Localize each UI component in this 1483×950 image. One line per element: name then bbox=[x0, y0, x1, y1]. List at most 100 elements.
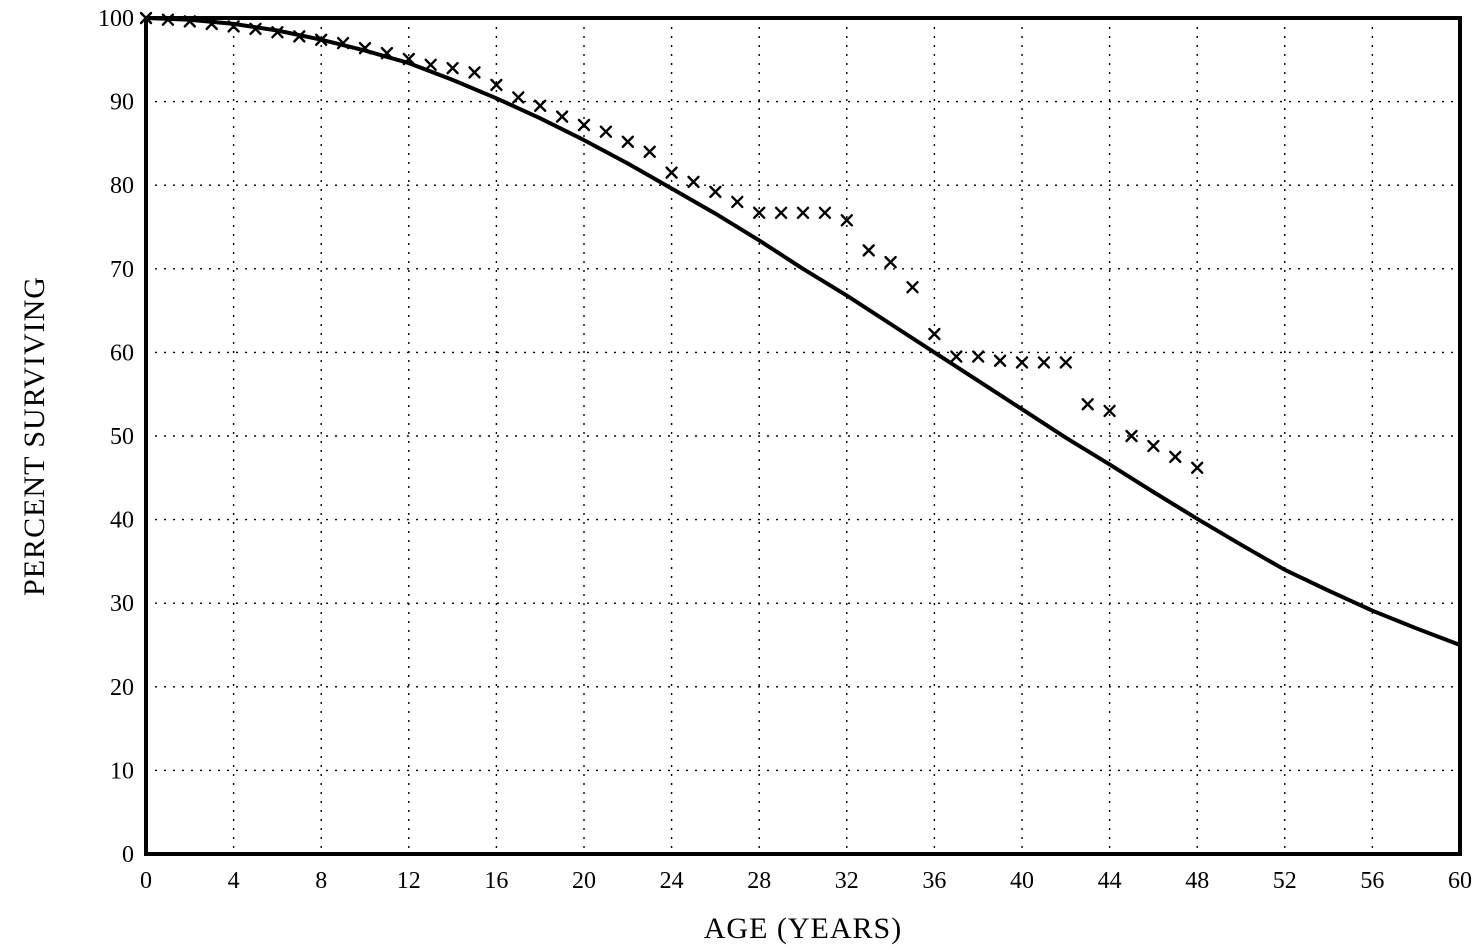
marker-stroke bbox=[1125, 429, 1138, 443]
data-point-x-marker bbox=[577, 118, 591, 132]
data-point-x-marker bbox=[862, 244, 875, 257]
marker-stroke bbox=[249, 22, 262, 36]
data-point-x-marker bbox=[643, 145, 656, 158]
marker-stroke bbox=[402, 52, 415, 66]
y-tick-label: 30 bbox=[110, 591, 134, 617]
data-point-x-marker bbox=[205, 17, 218, 31]
x-tick-label: 12 bbox=[397, 868, 421, 894]
marker-stroke bbox=[336, 36, 350, 50]
marker-stroke bbox=[774, 206, 788, 219]
marker-stroke bbox=[424, 58, 437, 72]
data-point-x-marker bbox=[139, 11, 153, 25]
data-point-x-marker bbox=[928, 327, 941, 341]
marker-stroke bbox=[271, 26, 284, 39]
data-point-x-marker bbox=[665, 166, 678, 179]
marker-stroke bbox=[139, 11, 153, 25]
data-point-x-marker bbox=[1081, 398, 1094, 411]
data-point-x-marker bbox=[1190, 461, 1204, 474]
marker-stroke bbox=[884, 255, 897, 269]
marker-stroke bbox=[380, 46, 394, 60]
x-tick-label: 28 bbox=[747, 868, 771, 894]
y-tick-label: 40 bbox=[110, 508, 134, 534]
data-point-x-marker bbox=[950, 350, 963, 363]
marker-stroke bbox=[468, 66, 481, 79]
marker-stroke bbox=[555, 110, 569, 123]
marker-stroke bbox=[906, 280, 919, 294]
data-point-x-marker bbox=[906, 280, 919, 294]
x-tick-label: 36 bbox=[922, 868, 946, 894]
fitted-survival-curve bbox=[144, 16, 1462, 647]
y-tick-label: 70 bbox=[110, 257, 134, 283]
y-tick-label: 50 bbox=[110, 424, 134, 450]
marker-stroke bbox=[205, 17, 218, 31]
data-point-x-marker bbox=[1059, 356, 1073, 369]
marker-stroke bbox=[512, 91, 525, 104]
data-point-x-marker bbox=[271, 26, 284, 39]
marker-stroke bbox=[687, 175, 700, 189]
observed-markers-layer bbox=[139, 11, 1204, 474]
data-point-x-marker bbox=[687, 175, 700, 189]
x-tick-label: 56 bbox=[1360, 868, 1384, 894]
marker-stroke bbox=[358, 41, 372, 55]
data-point-x-marker bbox=[161, 13, 175, 26]
x-tick-label: 8 bbox=[315, 868, 327, 894]
data-point-x-marker bbox=[555, 110, 569, 123]
y-tick-label: 0 bbox=[122, 842, 134, 868]
marker-stroke bbox=[1147, 439, 1160, 453]
data-point-x-marker bbox=[315, 33, 328, 46]
x-tick-labels: 0 4 8 12 16 20 24 28 32 36 40 44 48 52 56 60 bbox=[140, 868, 1472, 894]
data-point-x-marker bbox=[972, 350, 985, 363]
marker-stroke bbox=[972, 350, 985, 363]
data-point-x-marker bbox=[993, 354, 1007, 367]
data-point-x-marker bbox=[1125, 429, 1138, 443]
fit-curve-layer bbox=[144, 16, 1462, 647]
data-point-x-marker bbox=[1147, 439, 1160, 453]
data-point-x-marker bbox=[884, 255, 897, 269]
marker-stroke bbox=[643, 145, 656, 158]
data-point-x-marker bbox=[1169, 450, 1182, 464]
data-point-x-marker bbox=[621, 135, 634, 148]
data-point-x-marker bbox=[293, 30, 306, 43]
marker-stroke bbox=[709, 185, 722, 199]
marker-stroke bbox=[928, 327, 941, 341]
data-point-x-marker bbox=[1037, 356, 1051, 369]
data-point-x-marker bbox=[490, 78, 503, 92]
x-tick-label: 32 bbox=[835, 868, 859, 894]
marker-stroke bbox=[534, 99, 547, 112]
marker-stroke bbox=[796, 206, 810, 219]
x-tick-label: 0 bbox=[140, 868, 152, 894]
data-point-x-marker bbox=[446, 61, 459, 75]
y-tick-label: 100 bbox=[98, 6, 134, 32]
marker-stroke bbox=[950, 350, 963, 363]
marker-stroke bbox=[577, 118, 591, 132]
y-tick-labels: 0 10 20 30 40 50 60 70 80 90 100 bbox=[98, 6, 134, 868]
marker-stroke bbox=[1059, 356, 1073, 369]
x-tick-label: 4 bbox=[228, 868, 240, 894]
data-point-x-marker bbox=[753, 206, 766, 219]
marker-stroke bbox=[315, 33, 328, 46]
x-tick-label: 48 bbox=[1185, 868, 1209, 894]
y-tick-label: 20 bbox=[110, 675, 134, 701]
y-tick-label: 10 bbox=[110, 758, 134, 784]
marker-stroke bbox=[1081, 398, 1094, 411]
data-point-x-marker bbox=[818, 206, 832, 219]
data-point-x-marker bbox=[183, 15, 197, 28]
x-tick-label: 16 bbox=[484, 868, 508, 894]
marker-stroke bbox=[840, 214, 853, 227]
data-point-x-marker bbox=[796, 206, 810, 219]
data-point-x-marker bbox=[840, 214, 853, 227]
y-tick-label: 80 bbox=[110, 173, 134, 199]
data-point-x-marker bbox=[1103, 404, 1116, 418]
x-tick-label: 24 bbox=[660, 868, 684, 894]
marker-stroke bbox=[161, 13, 175, 26]
data-point-x-marker bbox=[358, 41, 372, 55]
data-point-x-marker bbox=[534, 99, 547, 112]
data-point-x-marker bbox=[424, 58, 437, 72]
x-tick-label: 40 bbox=[1010, 868, 1034, 894]
x-tick-label: 52 bbox=[1273, 868, 1297, 894]
data-point-x-marker bbox=[336, 36, 350, 50]
data-point-x-marker bbox=[1015, 356, 1029, 369]
data-point-x-marker bbox=[249, 22, 262, 36]
marker-stroke bbox=[446, 61, 459, 75]
